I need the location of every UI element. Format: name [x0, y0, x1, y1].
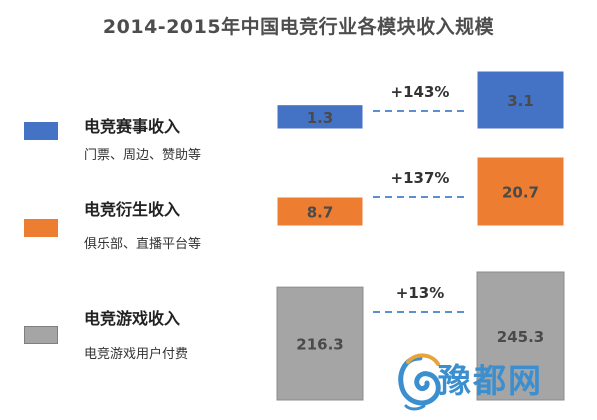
legend-label-games: 电竞游戏收入 — [84, 309, 181, 328]
legend-swatch-games — [24, 326, 58, 344]
bar-events-2014 — [276, 104, 364, 130]
legend-swatch-events — [24, 122, 58, 140]
legend-desc-games: 电竞游戏用户付费 — [84, 347, 189, 362]
legend-label-derivative: 电竞衍生收入 — [84, 200, 181, 219]
value-label-derivative-2014: 8.7 — [307, 204, 334, 222]
bar-derivative-2014 — [276, 196, 364, 227]
value-label-games-2014: 216.3 — [296, 336, 343, 354]
legend-swatch-derivative — [24, 219, 58, 237]
bar-derivative-2015 — [476, 156, 565, 227]
chart-title: 2014-2015年中国电竞行业各模块收入规模 — [102, 16, 495, 38]
bar-events-2015 — [476, 70, 565, 130]
legend-label-events: 电竞赛事收入 — [84, 117, 181, 136]
legend-desc-events: 门票、周边、赞助等 — [84, 148, 202, 163]
growth-label-events: +143% — [391, 83, 450, 101]
value-label-events-2015: 3.1 — [507, 92, 534, 110]
swirl-logo-icon — [398, 353, 441, 411]
bar-games-2014 — [276, 286, 364, 401]
growth-label-derivative: +137% — [391, 169, 450, 187]
legend-desc-derivative: 俱乐部、直播平台等 — [84, 237, 202, 252]
growth-label-games: +13% — [396, 284, 444, 302]
bar-games-2015 — [476, 271, 565, 401]
value-label-games-2015: 245.3 — [497, 328, 544, 346]
value-label-derivative-2015: 20.7 — [502, 184, 539, 202]
watermark: 豫都网 — [394, 348, 594, 416]
value-label-events-2014: 1.3 — [307, 109, 334, 127]
watermark-text: 豫都网 — [438, 361, 543, 400]
